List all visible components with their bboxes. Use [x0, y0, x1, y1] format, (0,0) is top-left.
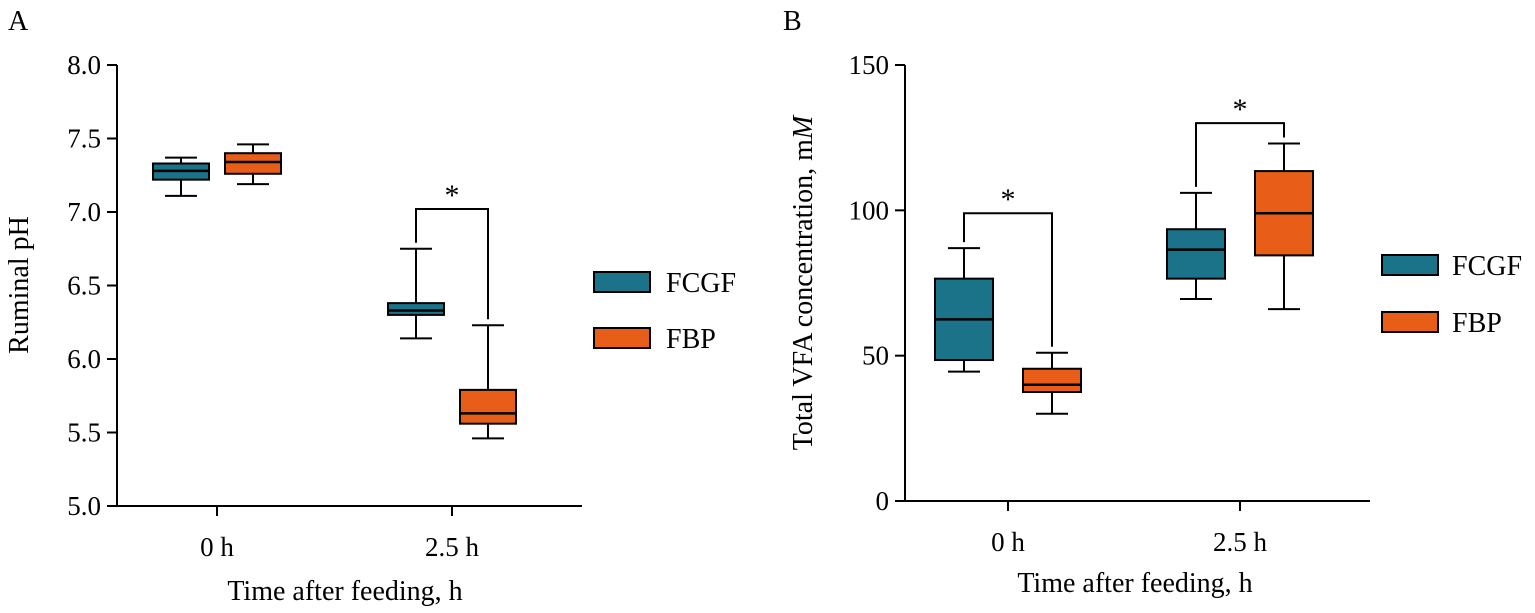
legend-label: FCGF — [1452, 251, 1522, 282]
box-iqr — [1022, 367, 1082, 394]
bracket-line — [415, 208, 489, 320]
legend-item-fcgf: FCGF — [593, 268, 736, 299]
legend-item-fcgf: FCGF — [1381, 251, 1522, 282]
x-axis-title: Time after feeding, h — [227, 576, 462, 607]
significance-bracket: * — [963, 183, 1053, 347]
legend-label: FBP — [666, 324, 716, 355]
y-axis-title-unit: M — [788, 114, 819, 140]
box-iqr — [1166, 228, 1226, 280]
significance-star: * — [1233, 93, 1248, 126]
significance-star: * — [1001, 183, 1016, 216]
x-tick-label: 0 h — [991, 527, 1025, 557]
legend-label: FCGF — [666, 268, 736, 299]
y-tick-label: 8.0 — [67, 50, 101, 80]
bracket-line — [963, 212, 1053, 347]
legend-swatch — [1381, 311, 1439, 333]
x-tick-label: 2.5 h — [425, 532, 480, 562]
y-axis-title: Ruminal pH — [4, 216, 35, 354]
y-tick-label: 7.5 — [67, 124, 101, 154]
box-fcgf-0 — [934, 247, 994, 373]
significance-bracket: * — [415, 179, 489, 320]
y-tick-label: 5.5 — [67, 418, 101, 448]
y-tick-label: 0 — [876, 486, 890, 516]
chart-panel-a: A 5.0 5.5 6.0 6.5 7.0 7.5 8.0 0 h 2.5 h Time after… — [4, 6, 736, 607]
box-iqr — [224, 152, 282, 175]
panel-label: B — [783, 6, 802, 37]
legend-swatch — [593, 327, 651, 349]
y-tick-label: 6.5 — [67, 271, 101, 301]
box-fcgf-1 — [387, 247, 445, 340]
legend-label: FBP — [1452, 308, 1502, 339]
panel-label: A — [8, 6, 29, 37]
x-tick-label: 2.5 h — [1213, 527, 1268, 557]
y-axis-title: Total VFA concentration, mM — [788, 114, 819, 450]
y-tick-label: 100 — [849, 195, 890, 225]
box-iqr — [387, 302, 445, 316]
box-iqr — [459, 388, 517, 425]
bracket-line — [1195, 122, 1285, 187]
significance-bracket: * — [1195, 93, 1285, 187]
box-fcgf-1 — [1166, 191, 1226, 300]
legend-swatch — [593, 271, 651, 293]
box-fbp-0 — [224, 143, 282, 186]
legend-item-fbp: FBP — [1381, 308, 1502, 339]
y-tick-label: 150 — [849, 50, 890, 80]
y-tick-label: 5.0 — [67, 491, 101, 521]
box-fbp-1 — [1254, 142, 1314, 311]
x-tick-label: 0 h — [200, 532, 234, 562]
chart-panel-b: B 0 50 100 150 0 h 2.5 h Time after feeding, h T… — [783, 6, 1522, 599]
y-tick-label: 50 — [862, 341, 889, 371]
y-axis-title-text: Ruminal pH — [4, 216, 35, 354]
box-fcgf-0 — [152, 156, 210, 197]
significance-star: * — [445, 179, 460, 212]
legend-swatch — [1381, 254, 1439, 276]
y-axis-title-text: Total VFA concentration, m — [788, 139, 819, 450]
legend-item-fbp: FBP — [593, 324, 716, 355]
box-fbp-1 — [459, 324, 517, 440]
x-axis-title: Time after feeding, h — [1017, 568, 1252, 599]
y-tick-label: 7.0 — [67, 197, 101, 227]
box-fbp-0 — [1022, 351, 1082, 415]
y-tick-label: 6.0 — [67, 344, 101, 374]
